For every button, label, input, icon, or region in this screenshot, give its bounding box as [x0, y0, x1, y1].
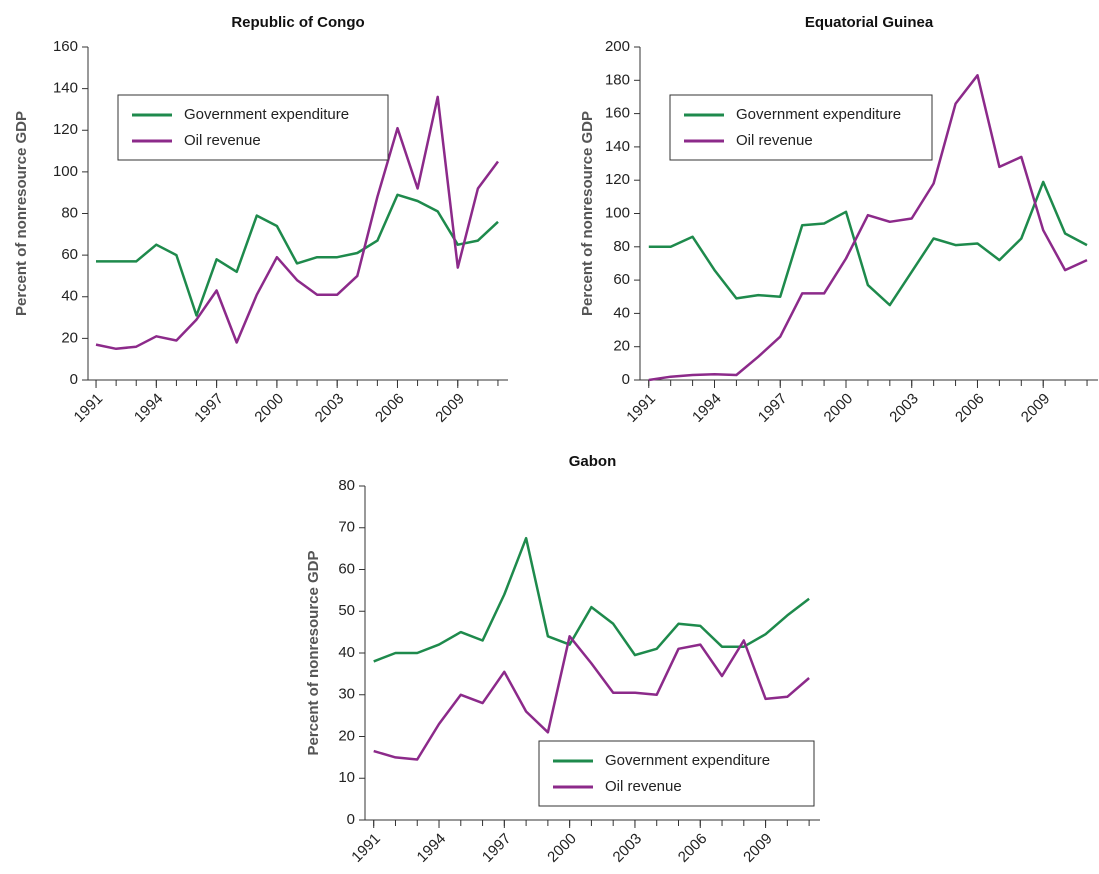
y-tick-label: 80: [338, 477, 355, 494]
y-tick-label: 70: [338, 519, 355, 536]
x-tick-label: 2006: [952, 390, 988, 426]
x-tick-label: 1997: [755, 390, 791, 426]
x-tick-label: 1991: [348, 830, 384, 866]
x-tick-label: 1994: [414, 830, 450, 866]
y-tick-label: 40: [338, 644, 355, 661]
series-line: [95, 95, 500, 351]
y-tick-label: 120: [53, 121, 78, 138]
legend-label: Oil revenue: [736, 132, 813, 149]
y-tick-label: 40: [61, 288, 78, 305]
chart-title: Gabon: [569, 453, 617, 470]
y-tick-label: 60: [613, 271, 630, 288]
series-line: [648, 180, 1088, 307]
y-tick-label: 40: [613, 304, 630, 321]
y-axis-label: Percent of nonresource GDP: [13, 111, 30, 316]
y-tick-label: 80: [613, 238, 630, 255]
legend: Government expenditure Oil revenue: [117, 94, 389, 161]
legend-box: [669, 94, 933, 161]
x-tick-label: 2006: [372, 390, 408, 426]
x-tick-label: 1997: [479, 830, 515, 866]
y-tick-label: 60: [338, 560, 355, 577]
y-tick-label: 20: [613, 338, 630, 355]
legend-box: [538, 740, 815, 807]
y-tick-label: 100: [605, 204, 630, 221]
x-tick-label: 2000: [251, 390, 287, 426]
y-tick-label: 10: [338, 769, 355, 786]
legend-label: Oil revenue: [605, 778, 682, 795]
y-tick-label: 180: [605, 71, 630, 88]
x-tick-label: 2003: [312, 390, 348, 426]
y-tick-label: 200: [605, 38, 630, 55]
x-tick-label: 1994: [689, 390, 725, 426]
legend-label: Oil revenue: [184, 132, 261, 149]
y-axis-label: Percent of nonresource GDP: [305, 550, 322, 755]
y-axis-label: Percent of nonresource GDP: [579, 111, 596, 316]
x-tick-label: 1994: [131, 390, 167, 426]
legend: Government expenditure Oil revenue: [538, 740, 815, 807]
series-line: [373, 635, 810, 761]
y-tick-label: 140: [53, 80, 78, 97]
y-tick-label: 0: [70, 371, 78, 388]
legend-box: [117, 94, 389, 161]
legend-label: Government expenditure: [184, 106, 349, 123]
y-tick-label: 100: [53, 163, 78, 180]
y-tick-label: 50: [338, 602, 355, 619]
legend-label: Government expenditure: [736, 106, 901, 123]
legend: Government expenditure Oil revenue: [669, 94, 933, 161]
y-tick-label: 140: [605, 138, 630, 155]
x-tick-label: 2009: [432, 390, 468, 426]
y-tick-label: 30: [338, 686, 355, 703]
x-tick-label: 1997: [191, 390, 227, 426]
x-tick-label: 1991: [71, 390, 107, 426]
x-tick-label: 2000: [544, 830, 580, 866]
series-line: [96, 193, 499, 317]
x-tick-label: 2009: [1018, 390, 1054, 426]
x-tick-label: 2009: [740, 830, 776, 866]
x-tick-label: 2003: [886, 390, 922, 426]
y-tick-label: 20: [61, 329, 78, 346]
legend-label: Government expenditure: [605, 752, 770, 769]
x-tick-label: 2003: [610, 830, 646, 866]
y-tick-label: 20: [338, 727, 355, 744]
chart-title: Equatorial Guinea: [805, 14, 934, 31]
x-tick-label: 1991: [623, 390, 659, 426]
y-tick-label: 160: [605, 105, 630, 122]
y-tick-label: 120: [605, 171, 630, 188]
series-line: [648, 74, 1088, 382]
y-tick-label: 0: [622, 371, 630, 388]
chart-title: Republic of Congo: [231, 14, 364, 31]
x-tick-label: 2006: [675, 830, 711, 866]
y-tick-label: 60: [61, 246, 78, 263]
y-tick-label: 0: [347, 811, 355, 828]
y-tick-label: 80: [61, 204, 78, 221]
series-line: [373, 536, 810, 663]
x-tick-label: 2000: [821, 390, 857, 426]
y-tick-label: 160: [53, 38, 78, 55]
